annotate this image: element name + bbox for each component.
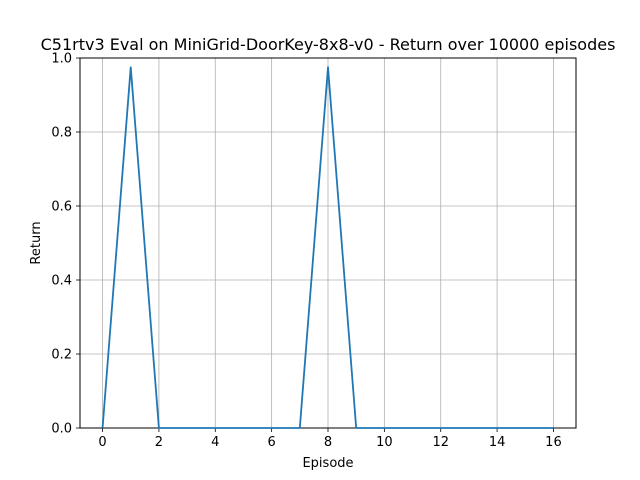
y-tick-label: 0.8 (51, 126, 72, 141)
y-tick-label: 1.0 (51, 52, 72, 67)
x-tick-label: 14 (489, 435, 506, 450)
x-tick-label: 0 (98, 435, 106, 450)
x-tick-label: 12 (432, 435, 449, 450)
x-tick-label: 8 (324, 435, 332, 450)
y-axis-label: Return (29, 221, 44, 264)
x-tick-label: 4 (211, 435, 219, 450)
x-tick-label: 10 (376, 435, 393, 450)
axis-ticks: 0 2 4 6 8 10 12 14 16 0.0 0.2 0.4 0.6 0.8 1.0 (51, 52, 561, 451)
y-tick-label: 0.0 (51, 422, 72, 437)
x-axis-label: Episode (302, 456, 353, 471)
x-tick-label: 16 (545, 435, 562, 450)
x-tick-label: 2 (155, 435, 163, 450)
chart-title: C51rtv3 Eval on MiniGrid-DoorKey-8x8-v0 … (41, 35, 616, 54)
y-tick-label: 0.6 (51, 200, 72, 215)
grid (80, 57, 576, 429)
y-tick-label: 0.4 (51, 274, 72, 289)
y-tick-label: 0.2 (51, 348, 72, 363)
series-layer (101, 66, 554, 429)
x-tick-label: 6 (267, 435, 275, 450)
